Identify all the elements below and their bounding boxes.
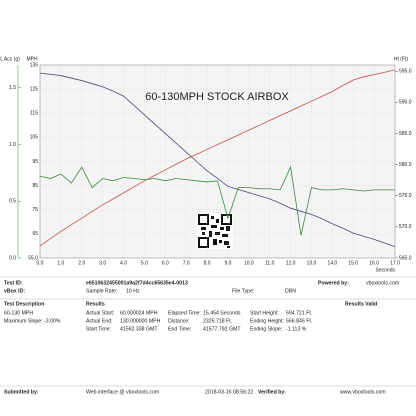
x-tick-label: 2.0 <box>78 260 85 266</box>
y-tick-label: 125 <box>30 86 39 92</box>
x-tick-label: 4.0 <box>120 260 127 266</box>
report-field: Web interface @ vboxtools.com <box>86 389 159 395</box>
y-tick-label: 85 <box>32 183 38 189</box>
report-field: 60-130 MPH <box>4 310 33 316</box>
report-field: Ending Height: <box>250 318 284 324</box>
report-field: Actual Start: <box>86 310 114 316</box>
report-field: Results Valid <box>345 301 377 307</box>
x-tick-label: 12.0 <box>286 260 296 266</box>
report-field: Ending Slope: <box>250 326 282 332</box>
report-field: 594.721 Ft. <box>286 310 312 316</box>
y-tick-label: 75 <box>32 207 38 213</box>
report-field: 41577.792 GMT <box>203 326 241 332</box>
y3-tick-label: 1.0 <box>9 142 16 148</box>
y-tick-label: 55.0 <box>28 255 38 261</box>
y3-tick-label: 1.5 <box>9 85 16 91</box>
x-tick-label: 16.0 <box>369 260 379 266</box>
y2-tick-label: 585.0 <box>399 131 412 137</box>
report-field: File Type: <box>232 288 254 294</box>
y-tick-label: 135 <box>30 62 39 68</box>
report-field: Powered by: <box>318 280 349 286</box>
x-tick-label: 10.0 <box>244 260 254 266</box>
report-field: End Time: <box>168 326 191 332</box>
report-field: 41562.338 GMT <box>120 326 158 332</box>
x-tick-label: 13.0 <box>307 260 317 266</box>
y-axis-label: MPH <box>26 56 38 62</box>
report-field: 130.000000 MPH <box>120 318 161 324</box>
x-axis-label: Seconds <box>376 267 396 273</box>
report-field: Results <box>86 301 105 307</box>
series-line <box>39 72 396 248</box>
chart-title: 60-130MPH STOCK AIRBOX <box>145 91 289 103</box>
report-field: Start Height: <box>250 310 279 316</box>
report-field: Start Time: <box>86 326 111 332</box>
report-field: Elapsed Time: <box>168 310 201 316</box>
y2-axis-label: Ht (Ft) <box>394 56 408 62</box>
x-tick-label: 5.0 <box>141 260 148 266</box>
y-tick-label: 115 <box>30 111 38 117</box>
x-tick-label: 0.0 <box>37 260 44 266</box>
y-tick-label: 65 <box>32 231 38 237</box>
report-field: e6510632455001a9a2f7d4cc65635e4-0013 <box>86 280 188 286</box>
x-tick-label: 1.0 <box>57 260 64 266</box>
report-field: vBox ID: <box>4 288 25 294</box>
x-tick-label: 17.0 <box>390 260 400 266</box>
x-tick-label: 15.0 <box>348 260 358 266</box>
report-field: vboxtools.com <box>366 280 399 286</box>
report-field: 2018-03-16 08:56:22 <box>205 389 253 395</box>
y2-tick-label: 590.0 <box>399 100 412 106</box>
report-field: 2325.718 Ft. <box>203 318 232 324</box>
report-field: DBN <box>285 288 296 294</box>
qr-code <box>197 213 233 249</box>
y3-axis-label: L Acc (g) <box>0 56 20 62</box>
report-field: 10 Hz <box>126 288 140 294</box>
y2-tick-label: 570.0 <box>399 224 412 230</box>
x-tick-label: 11.0 <box>265 260 275 266</box>
report-field: www.vboxtools.com <box>340 389 386 395</box>
y2-tick-label: 580.0 <box>399 162 412 168</box>
report-field: Sample Rate: <box>86 288 117 294</box>
y-tick-label: 105 <box>30 135 39 141</box>
series-line <box>39 69 396 247</box>
report-field: Test ID: <box>4 280 23 286</box>
report-field: 15.454 Seconds <box>203 310 241 316</box>
y3-tick-label: 0.5 <box>9 199 16 205</box>
series-line <box>39 165 395 236</box>
report-field: Distance: <box>168 318 190 324</box>
x-tick-label: 9.0 <box>224 260 231 266</box>
report-field: 60.000024 MPH <box>120 310 158 316</box>
x-tick-label: 14.0 <box>327 260 337 266</box>
x-tick-label: 7.0 <box>183 260 190 266</box>
x-tick-label: 3.0 <box>99 260 106 266</box>
x-tick-label: 6.0 <box>162 260 169 266</box>
report-field: Verified by: <box>258 389 286 395</box>
y2-tick-label: 595.0 <box>399 69 412 75</box>
x-tick-label: 8.0 <box>204 260 211 266</box>
report-field: -1.113 % <box>286 326 307 332</box>
report-field: 566.846 Ft. <box>286 318 312 324</box>
y3-tick-label: 0.0 <box>9 255 16 261</box>
report-field: Actual End: <box>86 318 113 324</box>
report-field: Test Description <box>4 301 44 307</box>
y-tick-label: 95 <box>32 159 38 165</box>
y2-tick-label: 565.0 <box>399 255 412 261</box>
report-field: Maximum Slope: -3.00% <box>4 318 61 324</box>
y2-tick-label: 575.0 <box>399 193 412 199</box>
report-field: Submitted by: <box>4 389 39 395</box>
